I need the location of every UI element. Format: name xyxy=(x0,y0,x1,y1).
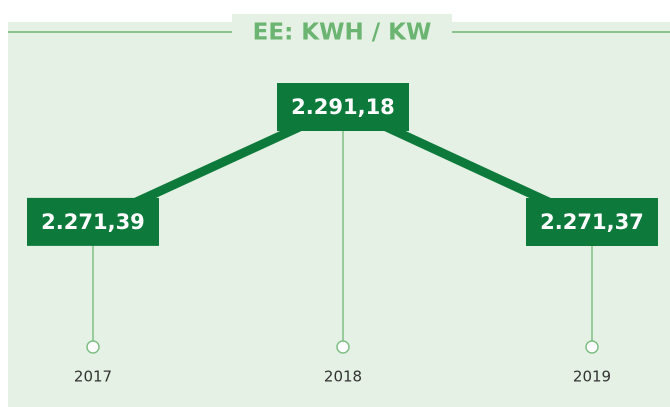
x-tick-label: 2018 xyxy=(324,368,362,386)
value-label: 2.271,37 xyxy=(540,210,644,234)
top-band xyxy=(0,0,670,22)
value-box xyxy=(27,197,159,246)
title-bg xyxy=(232,14,452,50)
x-tick-label: 2017 xyxy=(74,368,112,386)
value-label: 2.271,39 xyxy=(41,210,145,234)
stem-dot xyxy=(585,340,599,354)
x-tick-label: 2019 xyxy=(573,368,611,386)
value-box xyxy=(277,83,409,131)
stem-dot xyxy=(86,340,100,354)
value-box xyxy=(526,198,658,246)
chart-title: EE: KWH / KW xyxy=(253,20,432,46)
stem-dot xyxy=(336,340,350,354)
value-label: 2.291,18 xyxy=(291,95,395,119)
